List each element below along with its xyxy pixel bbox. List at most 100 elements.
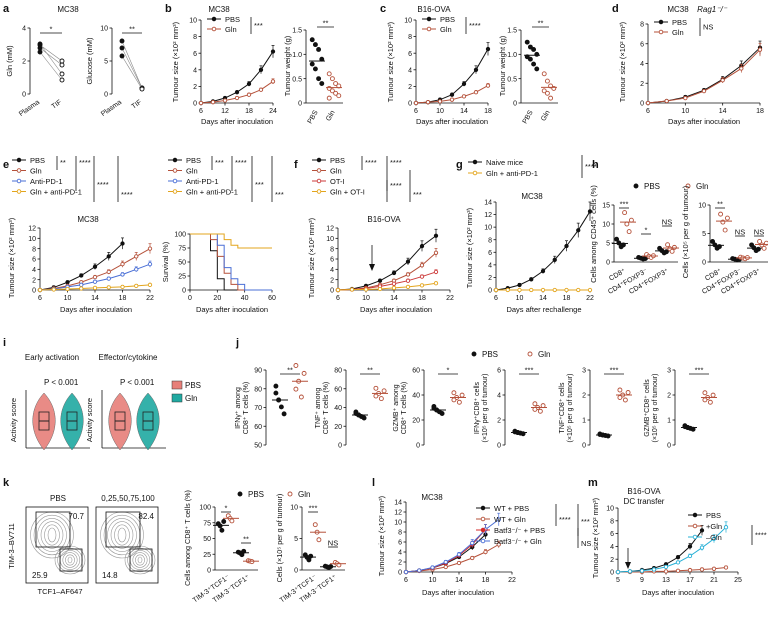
c-legend-label-1: Gln [440,25,452,34]
f-legend-marker [316,189,322,194]
d-ytick-label: 4 [640,61,644,68]
panel-letter-i: i [3,337,6,349]
j0-pbs-dot [273,383,279,389]
a-ytick-label: 0 [22,92,26,99]
m-ytick-label: 0 [610,570,614,577]
j0-pbs-dot [278,404,284,410]
g-xtick-label: 18 [563,295,571,302]
e2-legend-label-0: PBS [186,156,201,165]
j5-ytick-label: 3 [667,368,671,375]
l-point [496,542,501,547]
d-xtick-label: 10 [681,108,689,115]
l-xtick-label: 18 [482,577,490,584]
f-point [419,274,425,279]
j1-gln-dot [378,396,384,402]
j2-ytick-label: 40 [412,393,420,400]
a-ytick-label: 2 [22,59,26,66]
e-growth-point [120,284,125,290]
b-point [246,92,252,97]
a-gln-sig-label: * [50,25,53,34]
f-point [335,287,341,293]
c-point [485,83,491,88]
c-point [437,99,443,104]
e-sig: **** [121,190,133,199]
e-growth-point [147,282,153,287]
f-point [419,283,425,288]
c-legend-marker [426,16,432,22]
j1-ylabel-1: TNF⁺ among [315,388,322,429]
m-point [675,555,681,560]
g-ytick-label: 4 [488,262,492,269]
m-xlabel: Days after inoculation [642,588,714,597]
b-wt-ylabel: Tumour weight (g) [283,35,292,96]
e-growth-point [120,262,125,267]
h1-2-sig-label: NS [662,218,672,227]
b-ytick-label: 4 [193,67,197,74]
h2-ytick-label: 0 [702,260,706,267]
j-legend-label-0: PBS [482,350,498,359]
e-surv-curve-1 [190,233,272,291]
e-surv-ytick-label: 75 [178,246,186,253]
b-wt-gln-dot [329,88,335,94]
g-ytick-label: 0 [488,288,492,295]
f-ytick-label: 2 [330,277,334,284]
panel-letter-f: f [294,159,298,171]
e-legend-label-1: Gln [30,166,42,175]
c-wt-pbs-dot [527,56,533,62]
m-title2: DC transfer [624,497,665,506]
f-point [419,263,425,268]
f-sig: **** [365,158,377,167]
f-point [391,270,397,276]
k-pbs-gate-upper [35,511,71,548]
m-ytick-label: 8 [610,518,614,525]
b-point [222,98,228,103]
c-wt-x-pbs: PBS [522,109,535,125]
d-point [720,78,725,83]
d-xtick-label: 14 [719,108,727,115]
e-growth-ytick-label: 2 [32,277,36,284]
k-gln-contour-lower [135,554,145,566]
f-arrow-head [369,264,375,271]
j1-gln-dot [381,388,387,394]
b-series-line-0 [200,51,274,104]
f-xtick-label: 18 [418,295,426,302]
h1-pbs-dot [663,249,669,255]
g-ytick-label: 2 [488,275,492,282]
k3-b-sig-label: NS [328,539,338,548]
b-ytick-label: 2 [193,84,197,91]
l-point [456,560,462,566]
e-ylabel: Tumour size (×10² mm³) [7,217,16,298]
j5-gln-dot [702,397,708,403]
k3-gln-dot [316,537,322,543]
k2-ytick-label: 0 [207,568,211,575]
b-legend-label-0: PBS [225,15,240,24]
j5-gln-dot [710,392,716,398]
l-legend-marker [480,516,486,522]
j4-gln-dot [622,397,628,403]
l-xtick-label: 10 [429,577,437,584]
g-point [564,243,569,249]
h2-gln-dot [761,245,767,251]
j4-gln-dot [617,387,623,393]
l-ytick-label: 8 [398,530,402,537]
m-xtick-label: 25 [734,577,742,584]
e2-legend-label-2: Anti-PD-1 [186,177,219,186]
b-point [246,81,252,87]
f-point [349,287,355,292]
i-effector-title: Effector/cytokine [99,353,159,362]
a-ytick-label: 5 [104,59,108,66]
j5-gln-dot [707,399,713,405]
e2-sig: *** [215,158,224,167]
m-point [639,568,645,573]
c-wt-ytick-label: 1.0 [507,52,517,59]
j1-gln-dot [373,393,379,399]
e-legend-label-0: PBS [30,156,45,165]
e-surv-ylabel: Survival (%) [161,241,170,282]
b-ylabel: Tumour size (×10² mm³) [171,21,180,102]
d-legend-label-0: PBS [672,18,687,27]
g-point [552,257,557,262]
h2-ytick-label: 10 [698,203,706,210]
g-point [505,287,510,293]
d-xtick-label: 6 [646,108,650,115]
